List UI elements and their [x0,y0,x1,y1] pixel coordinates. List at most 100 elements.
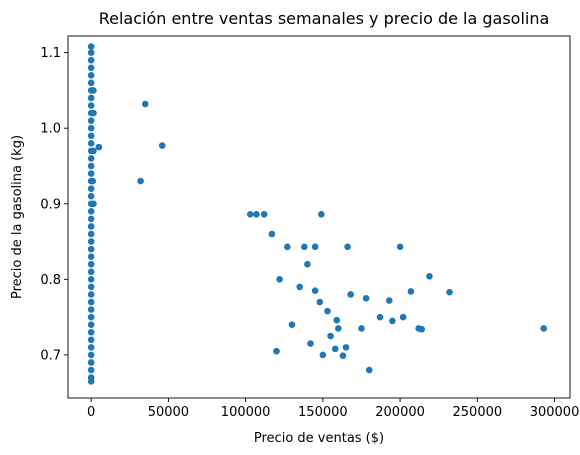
scatter-point [333,316,341,324]
scatter-point [376,313,384,321]
scatter-point [87,192,95,200]
scatter-point [90,200,97,208]
scatter-point [87,72,95,79]
scatter-point [87,260,95,268]
x-tick-label: 250000 [453,405,503,420]
scatter-point [87,215,95,223]
scatter-point [87,132,95,140]
scatter-point [87,253,95,260]
scatter-point [95,143,103,151]
scatter-point [87,351,95,359]
scatter-point [396,243,404,251]
scatter-point [87,268,95,276]
scatter-point [87,306,95,313]
scatter-point [87,366,95,374]
scatter-point [87,155,95,162]
data-points [87,43,548,385]
scatter-point [87,313,95,321]
scatter-point [389,317,396,325]
scatter-point [358,325,365,332]
scatter-point [362,294,370,302]
scatter-point [87,378,95,385]
y-axis-ticks: 0.7 0.8 0.9 1.0 1.1 [40,46,68,363]
scatter-point [426,273,433,280]
scatter-point [87,291,95,298]
scatter-point [284,243,291,251]
scatter-point [307,340,314,347]
scatter-point [335,325,342,332]
scatter-point [365,366,373,374]
scatter-point [87,79,95,87]
scatter-point [339,352,347,359]
scatter-point [296,283,303,291]
scatter-point [304,260,311,268]
scatter-point [331,345,339,353]
scatter-point [90,109,97,117]
x-tick-label: 50000 [148,405,189,420]
y-axis-label: Precio de la gasolina (kg) [10,135,25,299]
scatter-point [87,276,95,283]
scatter-point [418,325,426,333]
y-tick-label: 0.7 [40,348,61,363]
scatter-point [87,223,95,230]
x-tick-label: 100000 [221,405,271,420]
scatter-point [319,351,327,359]
scatter-point [87,245,95,253]
chart-title: Relación entre ventas semanales y precio… [99,9,550,28]
x-tick-label: 150000 [298,405,348,420]
x-tick-label: 0 [87,405,95,420]
x-axis-label: Precio de ventas ($) [254,431,384,446]
y-tick-label: 0.8 [40,273,61,288]
scatter-point [89,177,97,185]
scatter-point [141,100,149,108]
scatter-point [253,211,260,218]
scatter-point [87,298,95,306]
scatter-point [276,276,283,283]
scatter-point [87,162,95,170]
scatter-point [540,325,548,332]
scatter-point [87,238,95,245]
scatter-point [311,287,319,294]
scatter-point [87,208,95,215]
y-tick-label: 1.0 [40,122,61,137]
scatter-point [87,230,95,238]
scatter-point [87,64,95,72]
scatter-point [87,359,95,366]
scatter-point [385,297,393,304]
scatter-point [318,211,325,218]
scatter-point [324,307,331,315]
scatter-point [260,211,268,218]
scatter-point [87,102,95,109]
scatter-point [87,344,95,351]
scatter-point [87,140,95,147]
scatter-point [90,87,97,94]
scatter-point [288,321,296,328]
scatter-point [90,147,97,155]
scatter-point [87,117,95,124]
scatter-point [347,291,354,298]
scatter-point [87,49,95,56]
scatter-point [158,142,166,149]
y-tick-label: 1.1 [40,46,61,61]
scatter-point [87,56,95,64]
scatter-point [311,243,319,251]
scatter-point [87,43,95,50]
scatter-point [87,328,95,336]
plot-frame [67,35,571,399]
scatter-point [87,170,95,177]
scatter-point [399,313,407,321]
scatter-point [87,124,95,132]
scatter-point [316,298,324,306]
scatter-point [246,211,254,218]
x-tick-label: 300000 [530,405,580,420]
scatter-point [87,185,95,192]
scatter-point [137,177,144,185]
x-axis-ticks: 0 50000 100000 150000 200000 250000 300000 [87,398,579,420]
scatter-point [87,283,95,291]
scatter-point [87,336,95,344]
scatter-point [342,344,350,351]
scatter-point [268,230,276,238]
scatter-point [87,94,95,102]
scatter-point [273,347,280,355]
